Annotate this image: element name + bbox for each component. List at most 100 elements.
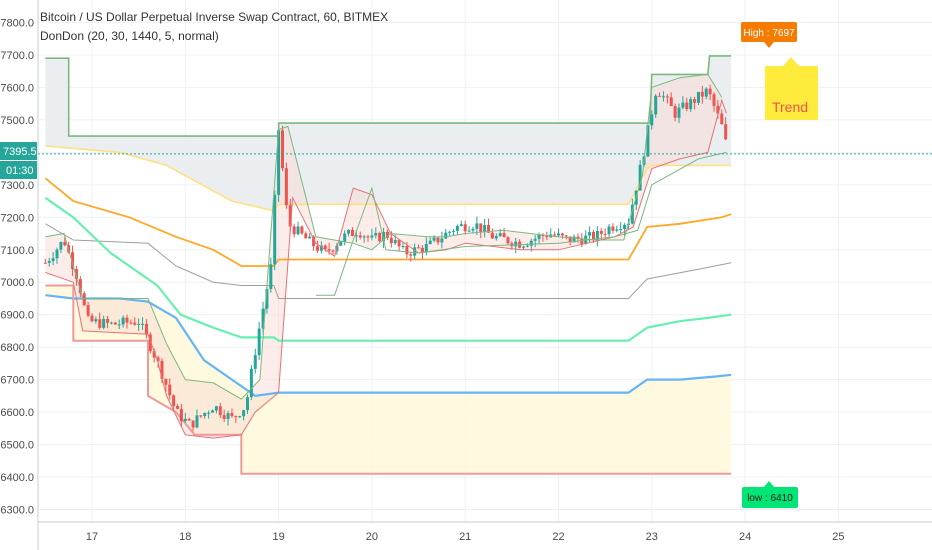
- y-tick-label: 7800.0: [0, 17, 34, 29]
- candle-body: [94, 319, 98, 322]
- candle-body: [665, 96, 669, 98]
- candle-body: [708, 88, 712, 95]
- candle-body: [253, 355, 257, 369]
- high-label-text: High : 7697: [743, 28, 795, 39]
- x-axis[interactable]: 17 18 19 20 21 22 23 24 25: [38, 521, 932, 543]
- candle-body: [506, 237, 510, 244]
- candle-body: [141, 323, 145, 325]
- candle-body: [572, 236, 576, 243]
- candle-body: [63, 241, 67, 246]
- y-tick-label: 7000.0: [0, 277, 34, 289]
- candle-body: [502, 233, 506, 238]
- candle-body: [432, 237, 436, 241]
- candle-body: [273, 194, 277, 265]
- candle-body: [576, 236, 580, 239]
- band-line-orange: [44, 177, 732, 267]
- candle-body: [222, 415, 226, 419]
- candle-body: [417, 247, 421, 249]
- candle-body: [541, 235, 545, 237]
- candle-body: [339, 241, 343, 246]
- band-fills: [45, 55, 732, 474]
- candle-body: [98, 319, 102, 328]
- candle-body: [568, 236, 572, 243]
- candle-body: [658, 95, 662, 97]
- candle-body: [370, 235, 374, 238]
- high-annotation[interactable]: High : 7697: [741, 22, 797, 48]
- candle-body: [362, 236, 366, 238]
- candle-body: [463, 224, 467, 232]
- x-tick-label: 17: [86, 531, 98, 543]
- y-tick-label: 6500.0: [0, 440, 34, 452]
- trend-annotation[interactable]: Trend: [765, 57, 818, 120]
- candle-body: [607, 226, 611, 235]
- candle-body: [669, 97, 673, 107]
- x-tick-label: 18: [179, 531, 191, 543]
- candle-body: [444, 232, 448, 239]
- candle-body: [623, 224, 627, 230]
- candle-body: [720, 113, 724, 125]
- candle-body: [51, 258, 55, 262]
- low-label-text: low : 6410: [747, 493, 793, 504]
- candle-body: [300, 226, 304, 234]
- candle-body: [90, 315, 94, 322]
- x-tick-label: 24: [739, 531, 751, 543]
- candle-body: [654, 95, 658, 115]
- candle-body: [176, 405, 180, 409]
- candle-body: [479, 223, 483, 233]
- candle-body: [191, 420, 195, 428]
- candle-body: [358, 235, 362, 238]
- candle-body: [82, 293, 86, 306]
- candle-body: [529, 240, 533, 246]
- candle-body: [109, 322, 113, 324]
- candle-body: [401, 245, 405, 247]
- countdown-badge-bg: [0, 161, 37, 179]
- candle-body: [673, 106, 677, 118]
- y-tick-label: 6800.0: [0, 342, 34, 354]
- y-tick-label: 6400.0: [0, 472, 34, 484]
- upper-channel-fill: [45, 55, 732, 211]
- y-tick-label: 7700.0: [0, 50, 34, 62]
- short-line-green-mid-lower: [315, 151, 727, 296]
- y-axis[interactable]: 6300.0 6400.0 6500.0 6600.0 6700.0 6800.0 6900…: [0, 0, 39, 550]
- candle-body: [490, 232, 494, 239]
- candle-body: [292, 226, 296, 235]
- candle-body: [615, 229, 619, 231]
- candle-body: [409, 254, 413, 256]
- x-tick-label: 20: [366, 531, 378, 543]
- candle-body: [304, 233, 308, 239]
- candle-body: [595, 230, 599, 241]
- band-line-blue: [45, 294, 732, 398]
- band-line-pink-lower: [45, 284, 732, 475]
- channel-bands: [44, 55, 732, 475]
- y-tick-label: 7300.0: [0, 180, 34, 192]
- candle-body: [603, 233, 607, 235]
- candle-body: [611, 226, 615, 231]
- candle-body: [354, 235, 358, 237]
- trend-label-text: Trend: [772, 99, 808, 115]
- candle-body: [280, 130, 284, 169]
- candle-body: [187, 418, 191, 421]
- candle-body: [203, 412, 207, 417]
- candle-body: [560, 233, 564, 236]
- candle-body: [455, 225, 459, 231]
- candle-body: [630, 204, 634, 224]
- candle-body: [277, 130, 281, 195]
- candle-body: [696, 91, 700, 103]
- candle-body: [74, 269, 78, 280]
- short-channel-fill: [45, 74, 727, 439]
- candle-body: [533, 238, 537, 241]
- candle-body: [129, 322, 133, 324]
- candle-body: [234, 416, 238, 418]
- y-tick-label: 6300.0: [0, 505, 34, 517]
- candle-body: [716, 105, 720, 114]
- candle-body: [393, 239, 397, 244]
- low-annotation[interactable]: low : 6410: [742, 481, 798, 508]
- candle-body: [284, 168, 288, 206]
- x-tick-label: 23: [646, 531, 658, 543]
- candle-body: [195, 415, 199, 428]
- band-line-green-outer-upper: [45, 55, 732, 137]
- candle-body: [125, 317, 129, 323]
- candle-body: [525, 245, 529, 247]
- candle-body: [397, 239, 401, 247]
